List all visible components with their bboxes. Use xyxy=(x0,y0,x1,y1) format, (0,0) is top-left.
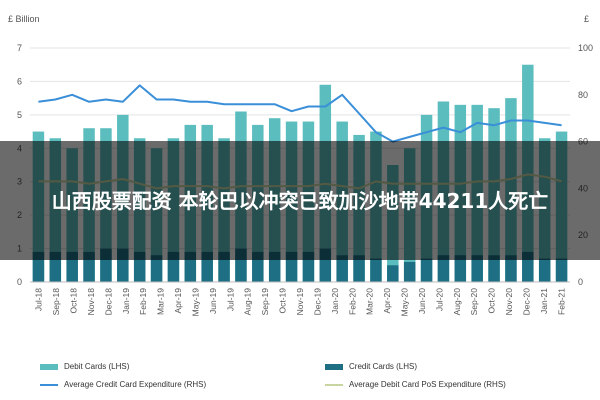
x-tick-label: Jul-18 xyxy=(34,288,44,311)
x-tick-label: Jan-19 xyxy=(121,288,131,314)
legend-label-debit-cards: Debit Cards (LHS) xyxy=(64,362,130,371)
credit-card-bar xyxy=(66,251,78,282)
x-tick-label: Nov-18 xyxy=(86,288,96,316)
left-tick-label: 0 xyxy=(17,277,22,287)
x-tick-label: Jan-21 xyxy=(539,288,549,314)
credit-card-bar xyxy=(555,258,568,282)
x-tick-label: Dec-20 xyxy=(521,288,531,316)
x-tick-label: Feb-20 xyxy=(347,288,357,315)
credit-card-bar xyxy=(184,251,197,282)
credit-card-bar xyxy=(353,255,365,282)
credit-card-bar xyxy=(336,255,348,282)
headline-text: 山西股票配资 本轮巴以冲突已致加沙地带44211人死亡 xyxy=(51,188,549,213)
left-tick-label: 6 xyxy=(17,76,22,86)
credit-card-bar xyxy=(252,251,264,282)
credit-card-bar xyxy=(235,248,247,282)
credit-card-bar xyxy=(387,265,399,282)
legend-swatch-avg-credit xyxy=(40,383,58,386)
credit-card-bar xyxy=(538,258,551,282)
x-tick-label: Aug-19 xyxy=(243,288,253,316)
x-tick-label: Jun-20 xyxy=(417,288,427,314)
x-tick-label: Aug-20 xyxy=(452,288,462,316)
credit-card-bar xyxy=(100,248,112,282)
legend-swatch-avg-debit xyxy=(325,383,343,386)
credit-card-bar xyxy=(437,255,450,282)
headline-overlay: 山西股票配资 本轮巴以冲突已致加沙地带44211人死亡 xyxy=(0,141,600,260)
x-tick-label: Oct-20 xyxy=(487,288,497,314)
x-tick-label: Mar-19 xyxy=(156,288,166,315)
credit-card-bar xyxy=(285,251,298,282)
x-tick-label: Jul-20 xyxy=(434,288,444,311)
legend: Debit Cards (LHS) Credit Cards (LHS) Ave… xyxy=(0,355,600,400)
x-tick-label: Oct-18 xyxy=(69,288,79,314)
x-tick-label: Nov-19 xyxy=(295,288,305,316)
axes: £ Billion £ 01234567020406080100Jul-18Se… xyxy=(8,14,593,316)
x-tick-label: Jun-19 xyxy=(208,288,218,314)
x-tick-label: Nov-20 xyxy=(504,288,514,316)
left-axis-unit: £ Billion xyxy=(8,14,40,24)
x-tick-label: May-19 xyxy=(190,288,200,317)
left-tick-label: 7 xyxy=(17,43,22,53)
credit-card-bar xyxy=(454,255,467,282)
credit-card-bar xyxy=(218,251,230,282)
avg-credit-expenditure-line xyxy=(38,84,562,143)
credit-card-bar xyxy=(471,255,483,282)
credit-card-bar xyxy=(302,251,315,282)
x-tick-label: Sep-19 xyxy=(260,288,270,316)
x-tick-label: Feb-21 xyxy=(556,288,566,315)
credit-card-bar xyxy=(370,258,382,282)
credit-card-bar xyxy=(488,255,500,282)
x-tick-label: Oct-19 xyxy=(278,288,288,314)
legend-item-avg-debit: Average Debit Card PoS Expenditure (RHS) xyxy=(325,380,506,389)
credit-card-bar xyxy=(420,258,433,282)
credit-card-bar xyxy=(150,255,163,282)
right-tick-label: 80 xyxy=(578,90,588,100)
legend-label-avg-credit: Average Credit Card Expenditure (RHS) xyxy=(64,380,207,389)
x-tick-label: Apr-19 xyxy=(173,288,183,314)
credit-card-bar xyxy=(83,251,95,282)
x-tick-label: Feb-19 xyxy=(138,288,148,315)
credit-card-bar xyxy=(167,251,180,282)
x-tick-label: Dec-18 xyxy=(103,288,113,316)
x-tick-label: Mar-20 xyxy=(365,288,375,315)
right-tick-label: 100 xyxy=(578,43,593,53)
credit-card-bar xyxy=(49,251,62,282)
legend-swatch-debit-cards xyxy=(40,363,58,370)
left-tick-label: 5 xyxy=(17,110,22,120)
legend-item-credit-cards: Credit Cards (LHS) xyxy=(325,362,417,371)
legend-label-credit-cards: Credit Cards (LHS) xyxy=(349,362,418,371)
credit-card-bar xyxy=(522,251,534,282)
credit-card-bar xyxy=(32,251,45,282)
credit-card-bar xyxy=(319,248,332,282)
legend-label-avg-debit: Average Debit Card PoS Expenditure (RHS) xyxy=(349,380,506,389)
x-tick-label: Sep-20 xyxy=(469,288,479,316)
legend-item-avg-credit: Average Credit Card Expenditure (RHS) xyxy=(40,380,206,389)
x-tick-label: Apr-20 xyxy=(382,288,392,314)
right-tick-label: 0 xyxy=(578,277,583,287)
x-tick-label: May-20 xyxy=(400,288,410,317)
x-tick-label: Sep-18 xyxy=(51,288,61,316)
credit-card-bar xyxy=(268,251,281,282)
credit-card-bar xyxy=(133,251,146,282)
credit-card-bar xyxy=(403,261,416,282)
legend-item-debit-cards: Debit Cards (LHS) xyxy=(40,362,129,371)
legend-swatch-credit-cards xyxy=(325,363,343,370)
credit-card-bar xyxy=(505,255,517,282)
right-axis-unit: £ xyxy=(584,14,589,24)
x-tick-label: Dec-19 xyxy=(312,288,322,316)
x-tick-label: Jan-20 xyxy=(330,288,340,314)
x-tick-label: Jul-19 xyxy=(225,288,235,311)
credit-card-bar xyxy=(201,251,213,282)
credit-card-bar xyxy=(117,248,129,282)
